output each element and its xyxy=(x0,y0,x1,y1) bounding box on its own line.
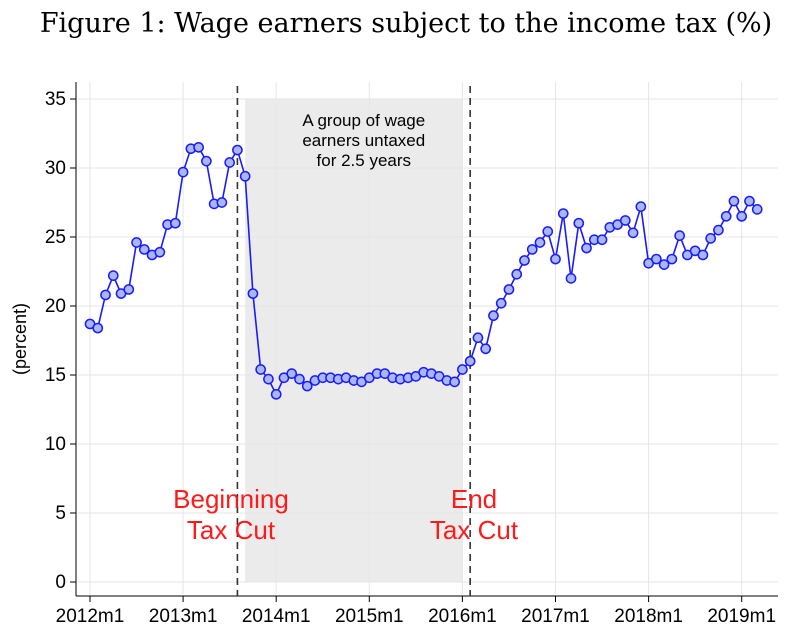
data-point xyxy=(557,208,569,219)
x-tick-label: 2018m1 xyxy=(614,606,683,627)
data-point xyxy=(658,259,670,270)
shade-annotation-line: A group of wage xyxy=(302,111,425,130)
data-point xyxy=(177,166,189,178)
data-point xyxy=(232,144,243,156)
data-point xyxy=(550,253,561,265)
x-tick-label: 2016m1 xyxy=(428,606,497,627)
vline-layer xyxy=(236,86,471,596)
grid-layer xyxy=(78,82,778,594)
x-tick-label: 2012m1 xyxy=(56,606,125,627)
shade-annotation-line: earners untaxed xyxy=(302,131,425,150)
data-point xyxy=(619,215,631,226)
data-point xyxy=(697,249,709,261)
data-point xyxy=(449,376,460,388)
data-point xyxy=(581,242,592,254)
data-point xyxy=(472,332,484,344)
data-point xyxy=(526,244,538,255)
data-point xyxy=(596,234,608,246)
data-point xyxy=(201,155,212,167)
data-point xyxy=(565,273,577,284)
data-point xyxy=(728,195,740,207)
data-point xyxy=(123,284,135,295)
data-point xyxy=(239,170,251,182)
figure-title: Figure 1: Wage earners subject to the in… xyxy=(39,8,773,39)
data-point xyxy=(666,253,678,265)
data-point xyxy=(744,195,755,207)
data-point xyxy=(107,270,119,281)
data-point xyxy=(705,233,717,244)
y-axis-title: (percent) xyxy=(10,303,30,375)
x-tick-label: 2013m1 xyxy=(149,606,218,627)
data-point xyxy=(519,255,530,266)
data-point xyxy=(247,288,259,299)
data-point xyxy=(294,373,305,385)
data-point xyxy=(713,224,724,236)
data-point xyxy=(286,368,298,379)
data-point xyxy=(488,310,499,322)
beginning-tax-cut-label: Tax Cut xyxy=(187,515,276,545)
y-tick-label: 25 xyxy=(45,227,66,248)
data-point xyxy=(301,380,313,392)
data-point xyxy=(736,210,748,222)
data-point xyxy=(635,201,647,212)
label-layer: 0 5 10 15 20 25 30 35 2012m1 2013m1 2014m1 2015m1 20… xyxy=(10,89,776,627)
x-tick-label: 2014m1 xyxy=(242,606,311,627)
data-point xyxy=(92,322,104,334)
y-tick-label: 30 xyxy=(45,158,66,179)
data-point xyxy=(751,204,763,215)
data-point xyxy=(224,157,235,168)
data-point xyxy=(674,230,685,241)
data-point xyxy=(495,297,507,309)
x-tick-label: 2017m1 xyxy=(521,606,590,627)
data-point xyxy=(573,217,585,229)
data-point xyxy=(627,227,639,239)
data-point xyxy=(154,246,166,258)
y-tick-label: 0 xyxy=(55,572,66,593)
y-tick-label: 5 xyxy=(55,503,66,524)
data-point xyxy=(651,253,662,265)
x-tick-label: 2019m1 xyxy=(707,606,776,627)
y-tick-label: 10 xyxy=(45,434,66,455)
shade-annotation-line: for 2.5 years xyxy=(317,151,412,170)
data-point xyxy=(457,364,468,375)
data-point xyxy=(511,268,523,280)
series-layer xyxy=(84,141,763,400)
data-point xyxy=(263,373,274,385)
data-point xyxy=(480,343,492,355)
data-point xyxy=(193,141,204,153)
y-tick-label: 15 xyxy=(45,365,66,386)
axis-layer xyxy=(70,82,778,602)
x-tick-label: 2015m1 xyxy=(335,606,404,627)
data-point xyxy=(131,237,142,248)
data-point xyxy=(464,355,476,367)
data-point xyxy=(720,210,732,222)
data-point xyxy=(503,284,515,295)
data-point xyxy=(169,217,181,229)
data-point xyxy=(534,237,546,248)
data-point xyxy=(138,244,150,255)
y-tick-label: 20 xyxy=(45,296,66,317)
data-point xyxy=(100,289,111,301)
data-point xyxy=(542,226,554,237)
end-tax-cut-label: Tax Cut xyxy=(430,515,519,545)
data-point xyxy=(216,197,228,208)
shaded-region xyxy=(245,99,463,582)
data-point xyxy=(270,388,282,400)
shade-layer xyxy=(245,99,463,582)
beginning-tax-cut-label: Beginning xyxy=(173,484,289,514)
y-tick-label: 35 xyxy=(45,89,66,110)
end-tax-cut-label: End xyxy=(451,484,497,514)
data-point xyxy=(255,364,267,375)
